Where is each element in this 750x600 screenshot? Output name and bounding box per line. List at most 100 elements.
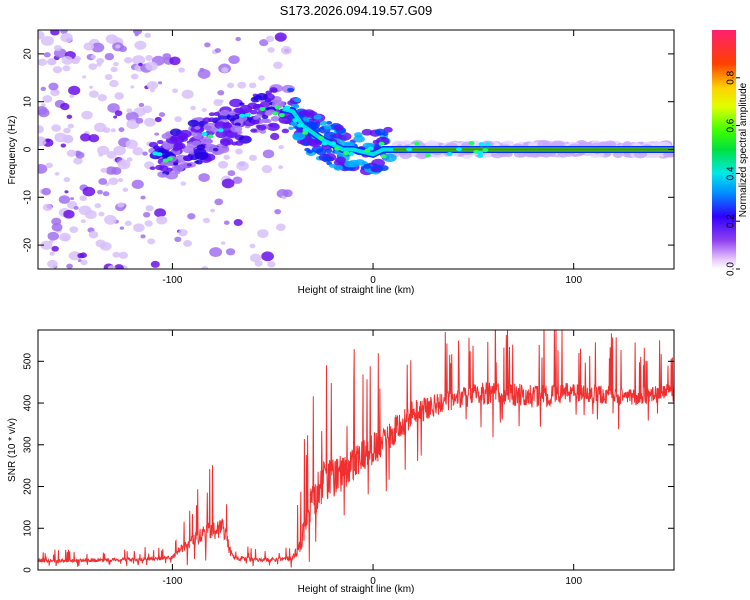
noise-blob <box>80 259 88 266</box>
noise-blob <box>232 176 243 184</box>
noise-blob <box>140 195 146 200</box>
ridge-blob <box>374 128 386 136</box>
ridge-blob <box>219 137 234 146</box>
noise-blob <box>156 215 168 225</box>
ridge-blob <box>329 163 336 168</box>
noise-blob <box>214 48 221 53</box>
ridge-blob <box>558 151 569 158</box>
noise-blob <box>267 47 275 53</box>
snr-y-tick-label: 500 <box>23 353 34 370</box>
ridge-peak <box>468 141 475 146</box>
spectrogram-field <box>38 30 674 269</box>
noise-blob <box>110 128 117 133</box>
noise-blob <box>180 181 187 186</box>
noise-blob <box>51 245 59 252</box>
noise-blob <box>221 178 235 189</box>
noise-blob <box>130 73 139 80</box>
noise-blob <box>221 67 229 73</box>
noise-blob <box>187 213 196 220</box>
snr-y-tick-label: 300 <box>23 436 34 453</box>
ridge-blob <box>288 126 294 131</box>
ridge-blob <box>157 139 164 145</box>
noise-blob <box>40 240 53 250</box>
noise-blob <box>104 73 113 81</box>
ridge-peak <box>278 113 285 118</box>
noise-blob <box>107 103 120 113</box>
noise-blob <box>132 30 143 35</box>
ridge-peak <box>424 153 431 158</box>
ridge-blob <box>321 155 328 159</box>
ridge-blob <box>307 149 313 154</box>
spectrogram-y-tick-label: 20 <box>23 48 34 60</box>
noise-blob <box>45 138 51 143</box>
noise-blob <box>258 75 265 81</box>
noise-blob <box>63 127 71 134</box>
noise-blob <box>90 54 97 60</box>
noise-blob <box>118 251 129 259</box>
noise-blob <box>142 151 148 156</box>
ridge-blob <box>212 147 219 152</box>
noise-blob <box>146 81 159 90</box>
ridge-blob <box>155 164 164 171</box>
ridge-blob <box>250 128 258 133</box>
noise-blob <box>209 247 223 258</box>
ridge-peak <box>272 111 279 116</box>
noise-blob <box>235 36 241 42</box>
noise-blob <box>270 132 280 141</box>
noise-blob <box>58 195 71 204</box>
noise-blob <box>97 189 103 195</box>
noise-blob <box>214 198 224 206</box>
noise-blob <box>54 171 60 176</box>
noise-blob <box>80 133 91 142</box>
noise-blob <box>74 55 81 62</box>
noise-blob <box>69 226 79 233</box>
noise-blob <box>124 220 132 227</box>
noise-blob <box>66 263 73 269</box>
ridge-peak <box>207 134 214 139</box>
ridge-blob <box>179 161 191 169</box>
ridge-peak <box>167 156 174 161</box>
ridge-blob <box>335 156 347 164</box>
snr-y-tick-label: 200 <box>23 478 34 495</box>
noise-blob <box>220 241 226 245</box>
ridge-blob <box>213 111 221 117</box>
noise-blob <box>183 239 193 247</box>
noise-blob <box>199 67 205 72</box>
ridge-blob <box>188 150 196 155</box>
noise-blob <box>226 82 235 89</box>
ridge-peak <box>406 147 413 152</box>
noise-blob <box>204 42 211 48</box>
ridge-blob <box>178 129 192 138</box>
ridge-peak <box>296 123 303 128</box>
noise-blob <box>157 81 163 85</box>
noise-blob <box>94 203 102 209</box>
ridge-peak <box>455 147 462 152</box>
ridge-blob <box>183 155 191 161</box>
noise-blob <box>42 203 53 212</box>
noise-blob <box>257 229 269 238</box>
noise-blob <box>237 81 247 89</box>
ridge-blob <box>154 145 160 150</box>
noise-blob <box>219 99 224 103</box>
ridge-peak <box>364 148 371 153</box>
noise-blob <box>248 82 257 89</box>
ridge-blob <box>313 114 322 120</box>
noise-blob <box>248 154 257 161</box>
ridge-peak <box>162 158 169 163</box>
noise-blob <box>280 46 292 55</box>
noise-blob <box>174 116 182 123</box>
noise-blob <box>89 85 94 89</box>
noise-blob <box>83 42 95 51</box>
noise-blob <box>265 35 275 43</box>
ridge-blob <box>622 141 632 147</box>
spectrogram-y-tick-label: -20 <box>23 237 34 252</box>
colorbar-gradient <box>712 30 736 269</box>
noise-blob <box>154 116 162 123</box>
ridge-peak <box>478 142 485 147</box>
noise-blob <box>63 209 75 219</box>
ridge-blob <box>281 128 290 134</box>
noise-blob <box>51 124 61 132</box>
noise-blob <box>150 260 160 268</box>
noise-blob <box>60 143 67 148</box>
